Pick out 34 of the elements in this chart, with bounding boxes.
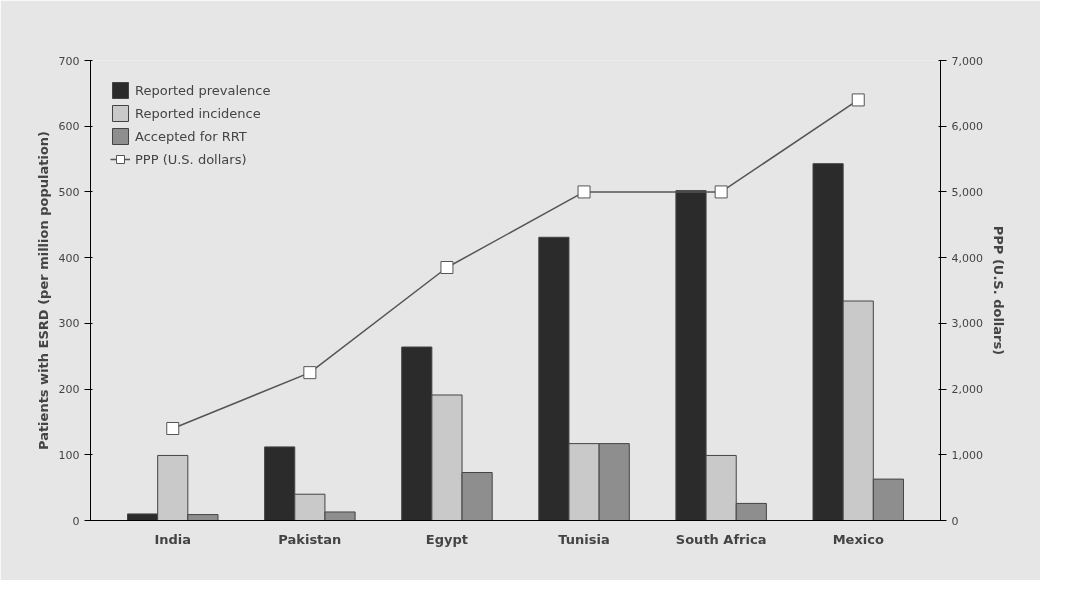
x-tick-label: Egypt: [425, 531, 469, 547]
x-tick-label: Pakistan: [278, 531, 342, 547]
point: [851, 93, 865, 107]
y-axis-title: Patients with ESRD (per million population): [35, 130, 51, 451]
y2-tick-label: 6,000: [951, 120, 983, 134]
y-tick-label: 200: [58, 383, 80, 397]
y2-tick-label: 4,000: [951, 251, 983, 265]
y2-axis-title: PPP (U.S. dollars): [990, 225, 1006, 356]
x-tick-label: Tunisia: [558, 531, 610, 547]
legend-label: Reported incidence: [135, 105, 261, 121]
y-tick-label: 400: [58, 251, 80, 265]
legend-label: PPP (U.S. dollars): [135, 151, 247, 167]
y-tick-label: 300: [58, 317, 80, 331]
point: [714, 185, 728, 199]
y2-tick-label: 3,000: [951, 317, 983, 331]
y-tick-label: 600: [58, 120, 80, 134]
y-tick-label: 700: [58, 54, 80, 68]
y2-tick-label: 2,000: [951, 383, 983, 397]
legend-label: Accepted for RRT: [135, 128, 247, 144]
point: [166, 422, 180, 435]
x-tick-label: South Africa: [675, 531, 767, 547]
x-tick-label: India: [154, 531, 192, 547]
y2-tick-label: 5,000: [951, 185, 983, 199]
point: [577, 185, 591, 199]
point: [303, 366, 317, 380]
legend-label: Reported prevalence: [135, 82, 271, 98]
y2-tick-label: 1,000: [951, 448, 983, 462]
y2-tick-label: 0: [951, 514, 959, 528]
point: [440, 261, 454, 274]
x-tick-label: Mexico: [832, 531, 884, 547]
y-tick-label: 0: [72, 514, 80, 528]
y2-tick-label: 7,000: [951, 54, 983, 68]
y-tick-label: 100: [58, 448, 80, 462]
y-tick-label: 500: [58, 185, 80, 199]
